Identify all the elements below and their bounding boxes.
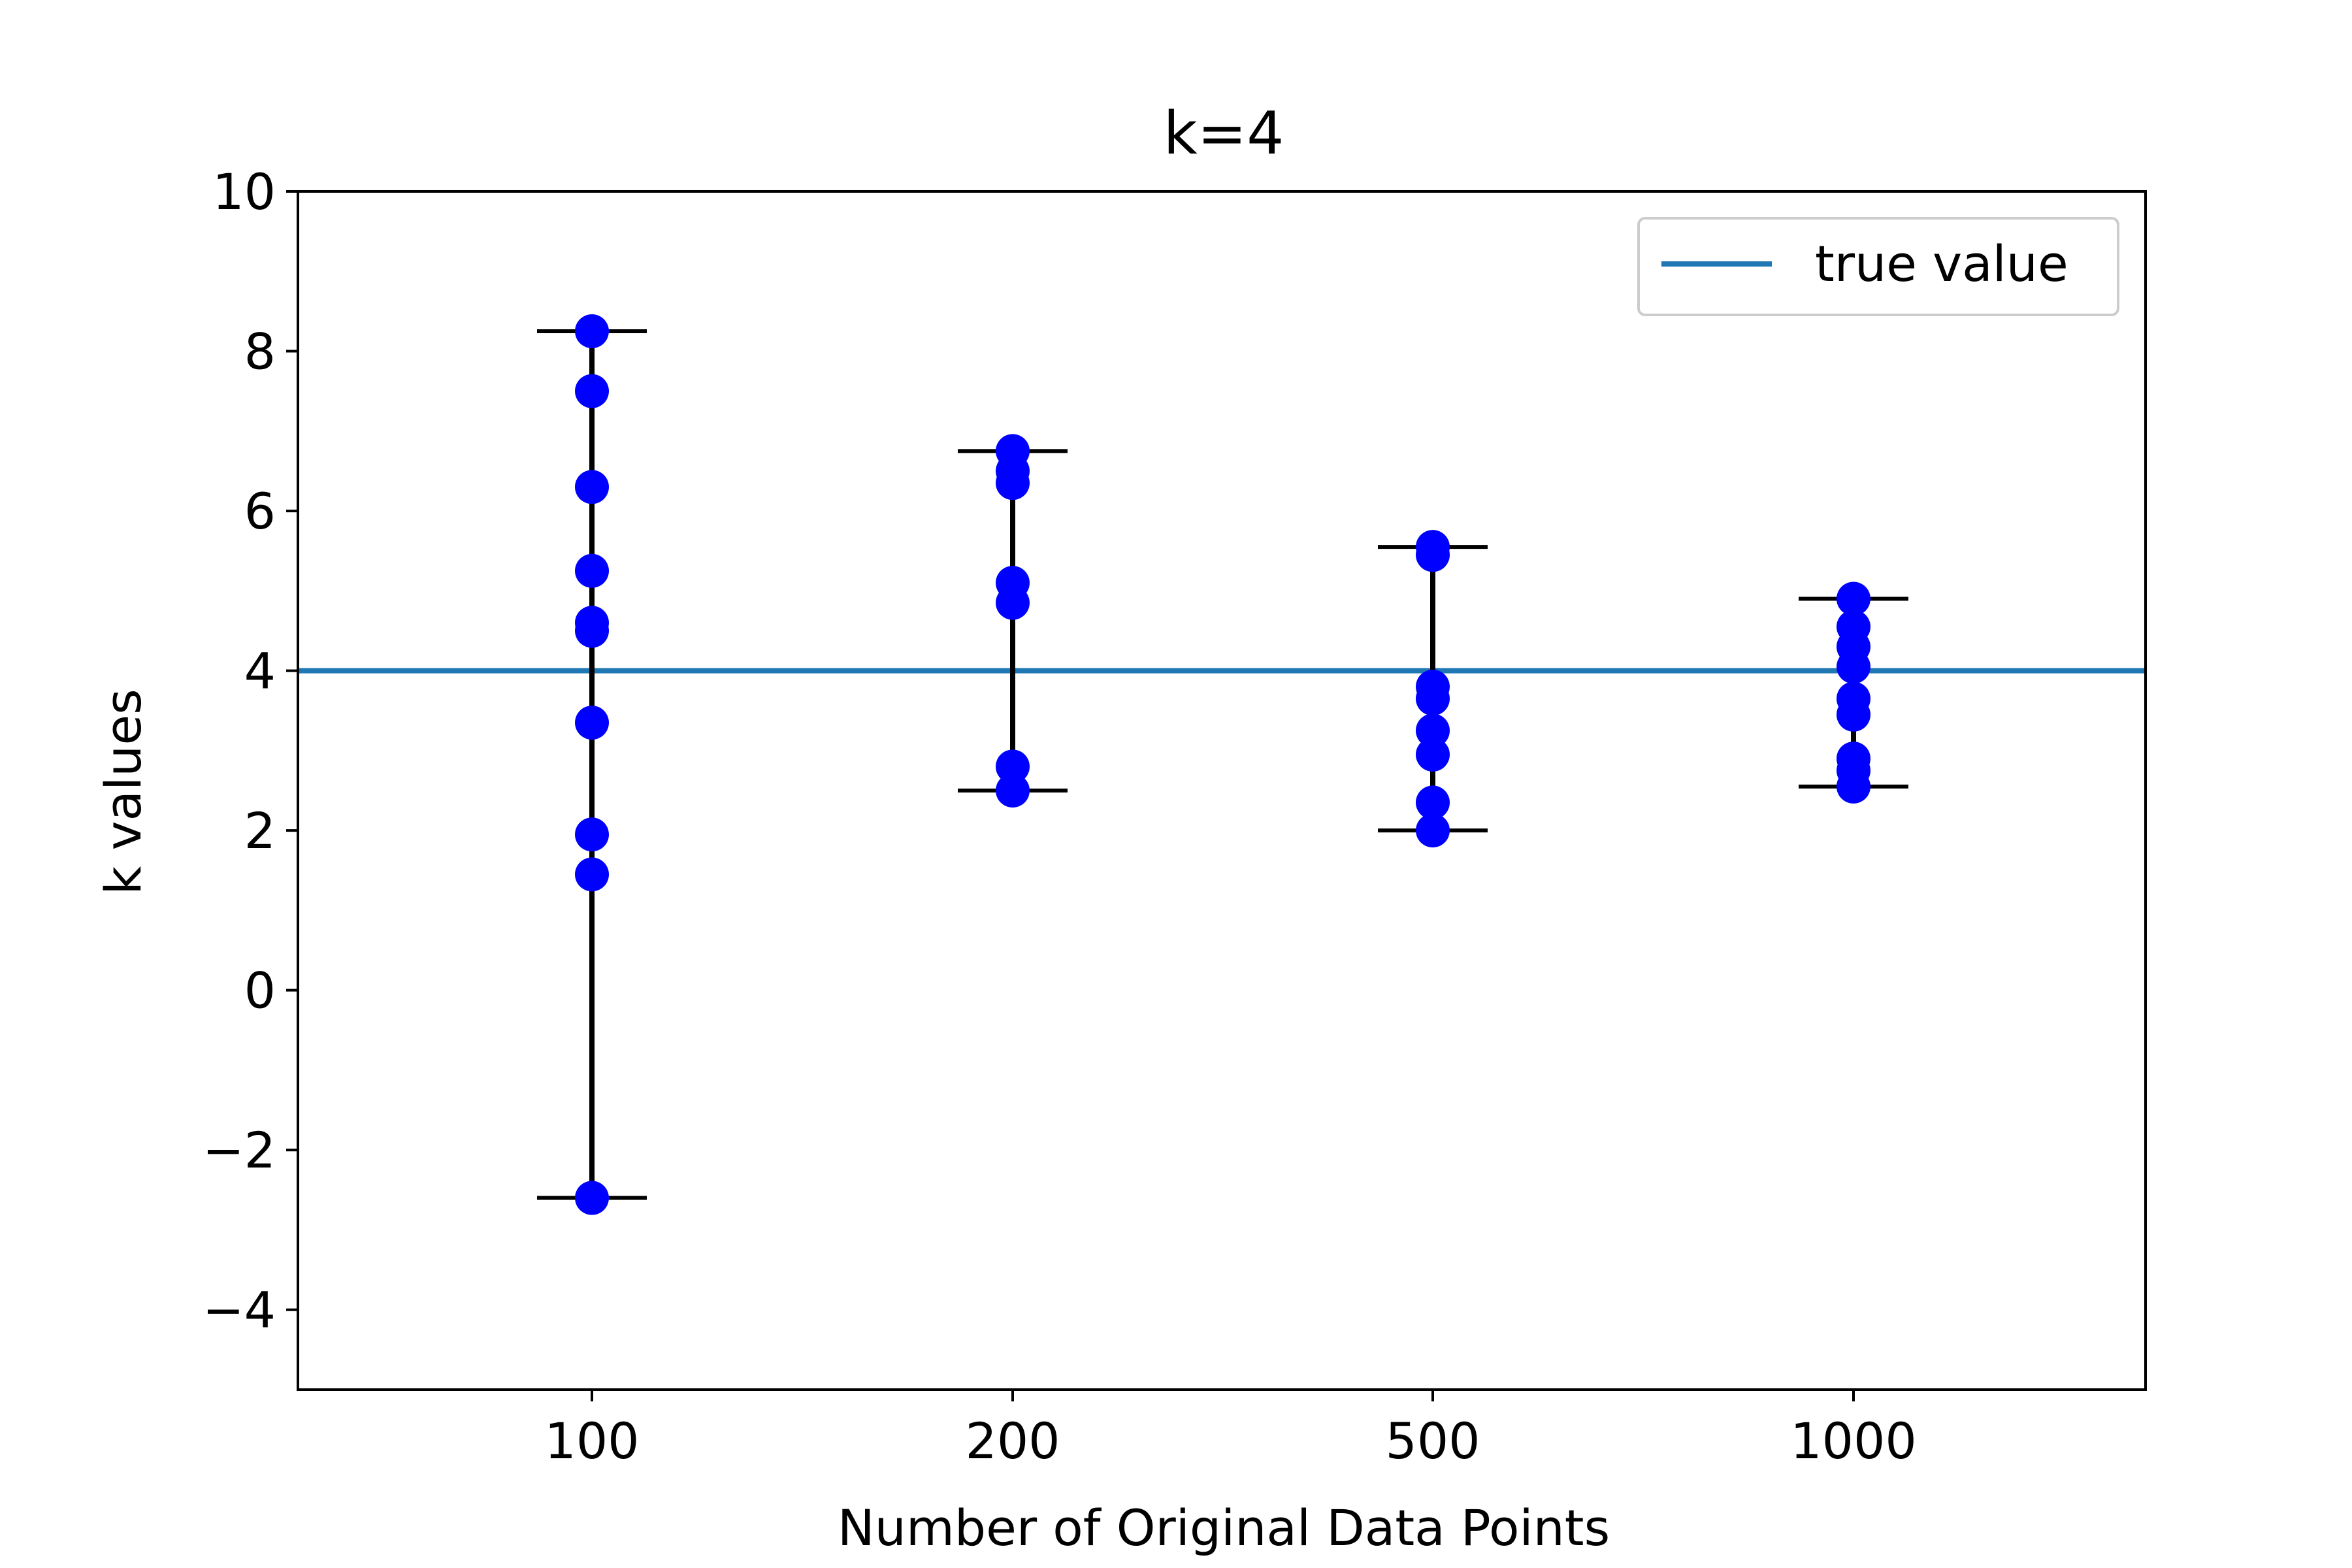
data-point (575, 706, 609, 740)
data-point (575, 553, 609, 588)
data-point (1416, 713, 1450, 748)
legend: true value (1637, 217, 2119, 316)
data-point (996, 774, 1030, 808)
x-tick-label: 500 (1385, 1412, 1480, 1470)
data-point (1416, 737, 1450, 772)
y-tick-label: 4 (244, 642, 276, 700)
data-point (1416, 785, 1450, 820)
x-tick-label: 200 (965, 1412, 1060, 1470)
y-axis-title: k values (94, 689, 152, 894)
legend-label-true-value: true value (1815, 235, 2068, 293)
data-point (1416, 813, 1450, 848)
y-tick-label: 2 (244, 802, 276, 860)
y-tick-label: 0 (244, 962, 276, 1020)
data-point (1416, 681, 1450, 716)
chart-title: k=4 (1164, 99, 1284, 168)
data-point (996, 749, 1030, 784)
y-tick-label: 10 (212, 163, 276, 221)
data-point (575, 314, 609, 348)
data-point (996, 466, 1030, 500)
data-point (575, 817, 609, 852)
data-point (1837, 581, 1870, 616)
data-point (575, 857, 609, 892)
data-point (575, 613, 609, 648)
x-axis-title: Number of Original Data Points (838, 1499, 1610, 1557)
chart-marks: −4 −2 0 2 4 6 8 10 100 200 500 1000 (203, 163, 2146, 1470)
data-point (1837, 769, 1870, 804)
plot-frame (297, 190, 2147, 1391)
y-tick-label: 6 (244, 482, 276, 540)
data-point (575, 470, 609, 504)
data-point (996, 585, 1030, 620)
y-tick-label: 8 (244, 323, 276, 381)
x-tick-label: 100 (544, 1412, 639, 1470)
data-point (1416, 538, 1450, 572)
data-point (575, 374, 609, 408)
y-tick-label: −4 (203, 1281, 276, 1339)
data-point (575, 1181, 609, 1215)
x-tick-label: 1000 (1790, 1412, 1916, 1470)
data-point (1837, 649, 1870, 684)
data-point (1837, 697, 1870, 732)
y-tick-label: −2 (203, 1121, 276, 1179)
legend-box (1637, 217, 2119, 316)
